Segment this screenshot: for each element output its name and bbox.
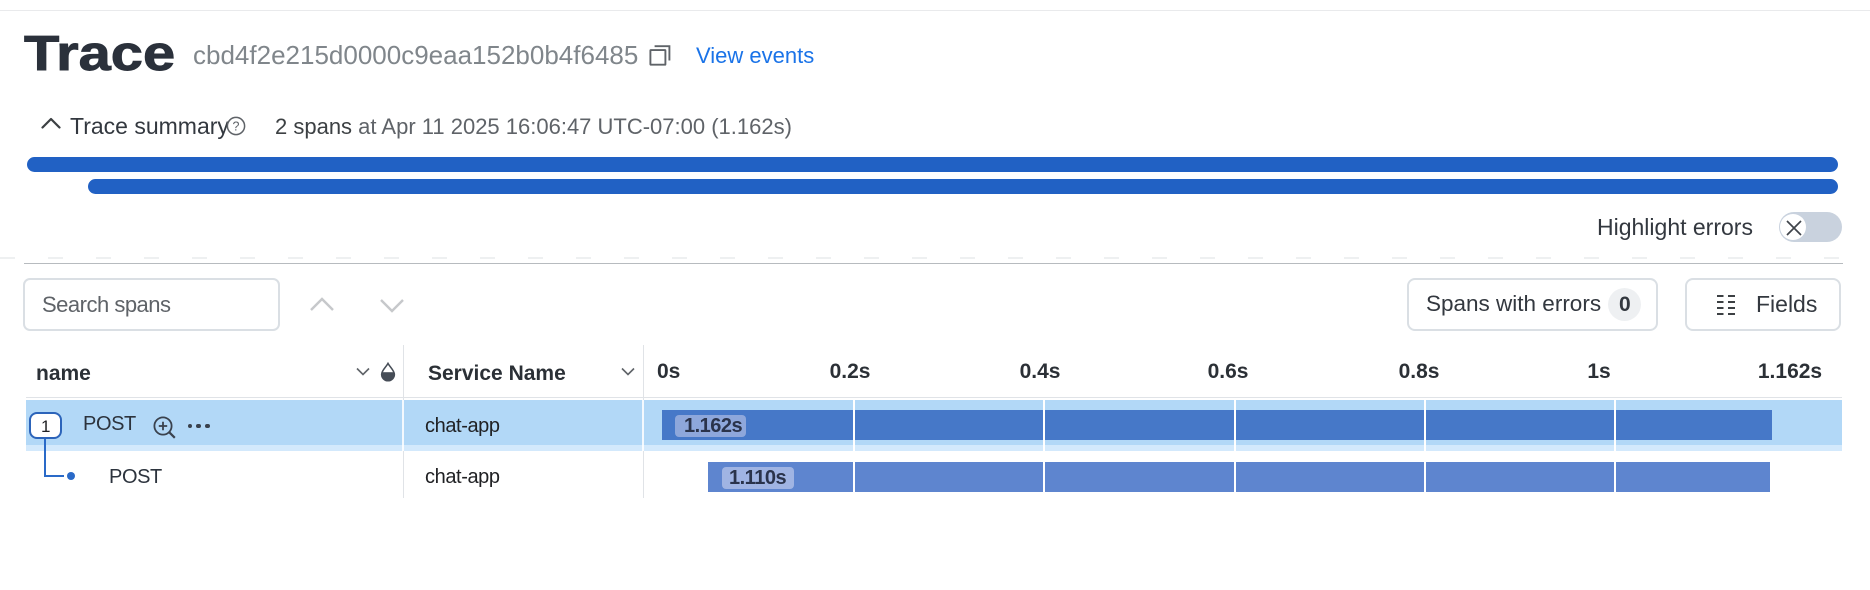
svg-text:?: ? xyxy=(233,120,240,134)
